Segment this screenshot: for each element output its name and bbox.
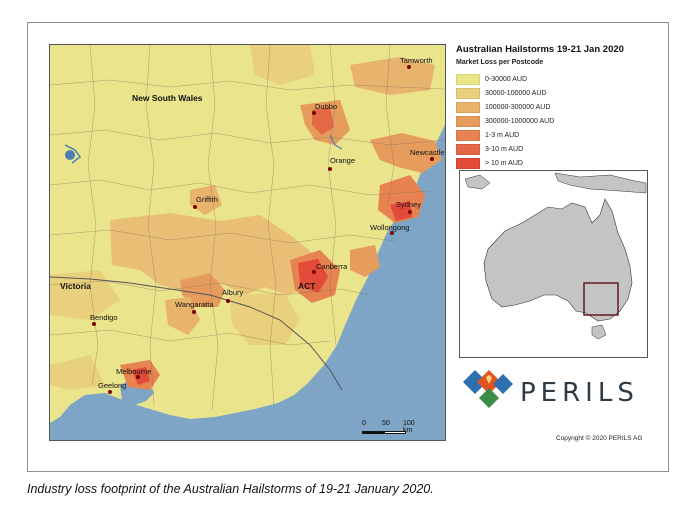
legend-swatch: [456, 87, 480, 99]
city-label-sydney: Sydney: [396, 200, 422, 209]
scale-tick-50: 50: [382, 420, 390, 427]
city-label-canberra: Canberra: [316, 262, 348, 271]
river: [329, 134, 343, 150]
city-label-wollongong: Wollongong: [370, 223, 410, 232]
city-marker: [430, 157, 434, 161]
legend-item: 0-30000 AUD: [456, 72, 656, 86]
river: [64, 144, 82, 164]
city-label-orange: Orange: [330, 156, 356, 165]
inset-australia: [483, 198, 633, 322]
city-label-bendigo: Bendigo: [90, 313, 118, 322]
legend-item: 30000-100000 AUD: [456, 86, 656, 100]
region-label-victoria: Victoria: [60, 281, 92, 291]
legend-item: > 10 m AUD: [456, 156, 656, 170]
city-marker: [390, 231, 394, 235]
inset-canvas: [460, 171, 647, 357]
city-label-newcastle: Newcastle: [410, 148, 445, 157]
legend-swatch: [456, 73, 480, 85]
city-marker: [312, 270, 316, 274]
city-marker: [407, 65, 411, 69]
city-marker: [226, 299, 230, 303]
scale-bar: 0 50 100 km: [362, 420, 415, 434]
scale-bar-segments: [362, 431, 406, 434]
scale-tick-0: 0: [362, 420, 366, 427]
perils-logo-icon: [463, 370, 513, 408]
loss-patches: [50, 45, 442, 390]
copyright: Copyright © 2020 PERILS AG: [556, 435, 643, 442]
loss-map: New South Wales Victoria ACT Tamworth Du…: [49, 44, 446, 441]
city-marker: [328, 167, 332, 171]
city-marker: [408, 210, 412, 214]
state-border: [50, 276, 343, 391]
city-marker: [108, 390, 112, 394]
legend-label: 30000-100000 AUD: [485, 89, 547, 97]
legend-label: 100000-300000 AUD: [485, 103, 551, 111]
region-label-act: ACT: [298, 281, 316, 291]
inset-focus-box: [583, 282, 619, 316]
legend-swatch: [456, 143, 480, 155]
city-marker: [192, 310, 196, 314]
inset-new-guinea: [554, 172, 647, 194]
city-marker: [193, 205, 197, 209]
city-marker: [312, 111, 316, 115]
scale-tick-100: 100 km: [403, 420, 415, 434]
inset-island: [464, 174, 491, 190]
legend-swatch: [456, 157, 480, 169]
sea: [50, 125, 445, 440]
city-marker: [92, 322, 96, 326]
legend: Australian Hailstorms 19-21 Jan 2020 Mar…: [456, 44, 656, 170]
city-label-albury: Albury: [222, 288, 244, 297]
city-label-tamworth: Tamworth: [400, 56, 433, 65]
figure-caption: Industry loss footprint of the Australia…: [27, 482, 434, 496]
perils-logo: [459, 366, 659, 412]
city-label-geelong: Geelong: [98, 381, 127, 390]
legend-items: 0-30000 AUD 30000-100000 AUD 100000-300000…: [456, 72, 656, 170]
legend-label: 3-10 m AUD: [485, 145, 524, 153]
legend-label: 0-30000 AUD: [485, 75, 528, 83]
legend-item: 3-10 m AUD: [456, 142, 656, 156]
lake: [65, 150, 75, 160]
legend-swatch: [456, 101, 480, 113]
region-label-nsw: New South Wales: [132, 93, 203, 103]
legend-item: 300000-1000000 AUD: [456, 114, 656, 128]
city-label-wangaratta: Wangaratta: [175, 300, 214, 309]
legend-label: 300000-1000000 AUD: [485, 117, 555, 125]
legend-swatch: [456, 115, 480, 127]
legend-item: 100000-300000 AUD: [456, 100, 656, 114]
city-marker: [136, 375, 140, 379]
city-label-melbourne: Melbourne: [116, 367, 152, 376]
inset-tasmania: [591, 324, 607, 340]
legend-swatch: [456, 129, 480, 141]
legend-item: 1-3 m AUD: [456, 128, 656, 142]
perils-wordmark: PERILS: [520, 378, 639, 408]
city-label-griffith: Griffith: [196, 195, 218, 204]
city-label-dubbo: Dubbo: [315, 102, 338, 111]
inset-map-australia: [459, 170, 648, 358]
legend-title: Australian Hailstorms 19-21 Jan 2020: [456, 44, 624, 55]
legend-subtitle: Market Loss per Postcode: [456, 59, 544, 66]
legend-label: 1-3 m AUD: [485, 131, 520, 139]
map-canvas: [50, 45, 445, 440]
legend-label: > 10 m AUD: [485, 159, 523, 167]
